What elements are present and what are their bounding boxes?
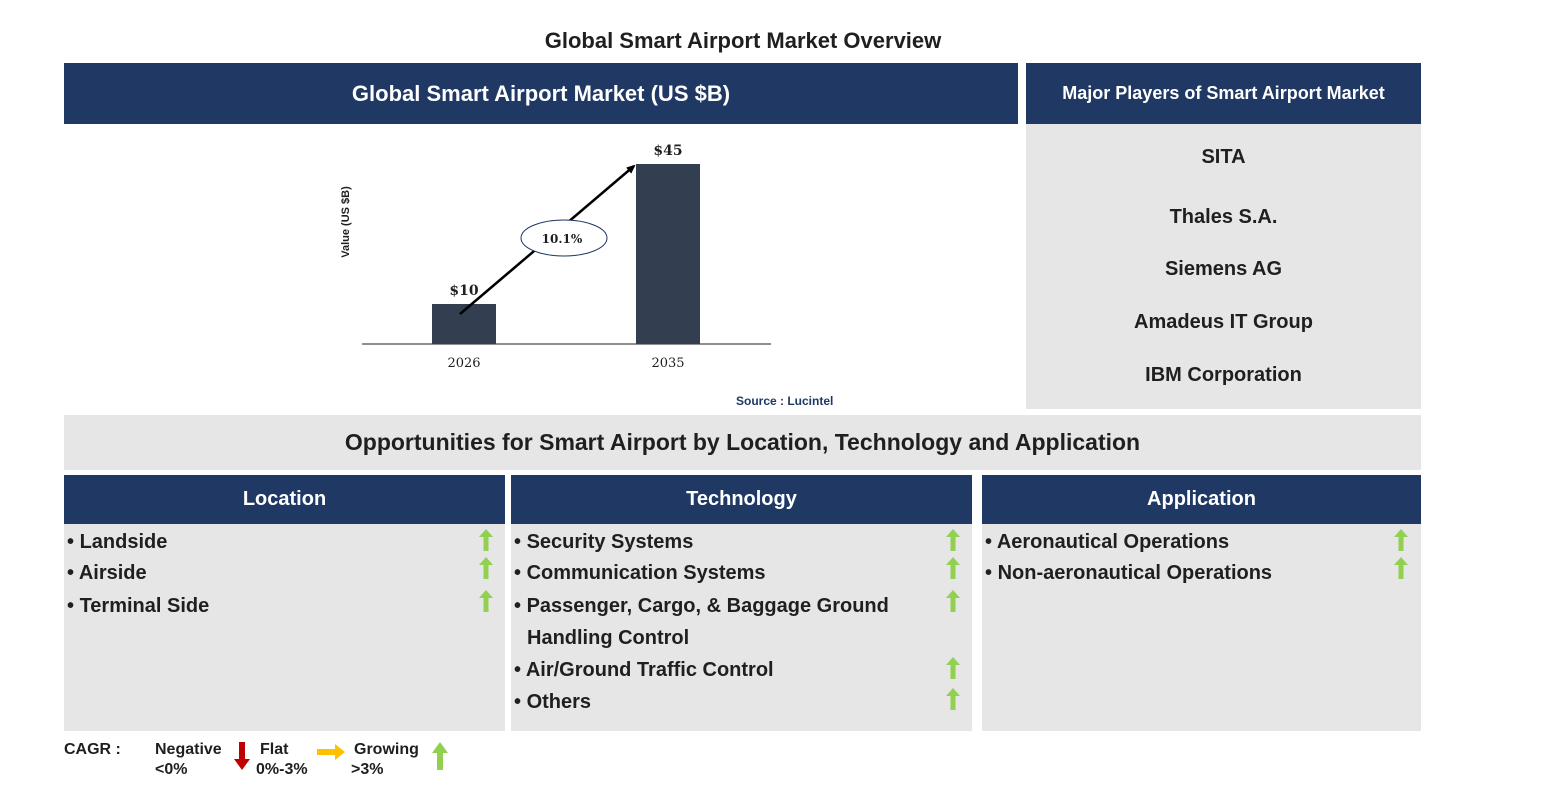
growing-arrow-icon xyxy=(946,590,960,612)
legend-flat-label: Flat xyxy=(260,741,289,758)
growing-arrow-icon xyxy=(946,557,960,579)
value-label-2035: $45 xyxy=(653,143,682,159)
application-item-non-aeronautical: • Non-aeronautical Operations xyxy=(985,562,1273,584)
player-amadeus: Amadeus IT Group xyxy=(1134,311,1313,333)
x-tick-2035: 2035 xyxy=(651,356,684,371)
legend-growing-label: Growing xyxy=(354,741,419,758)
location-header: Location xyxy=(64,475,505,524)
legend-cagr-label: CAGR : xyxy=(64,741,121,758)
bar-2035 xyxy=(636,164,700,344)
source-note: Source : Lucintel xyxy=(736,394,834,408)
market-chart-header: Global Smart Airport Market (US $B) xyxy=(64,63,1018,124)
location-item-terminal-side: • Terminal Side xyxy=(67,595,210,617)
player-ibm: IBM Corporation xyxy=(1145,364,1302,386)
x-tick-2026: 2026 xyxy=(447,356,480,371)
growing-arrow-icon xyxy=(1394,557,1408,579)
growing-arrow-icon xyxy=(946,657,960,679)
location-item-airside: • Airside xyxy=(67,562,147,584)
location-panel: • Landside • Airside • Terminal Side xyxy=(64,524,505,731)
legend-negative-label: Negative xyxy=(155,741,222,758)
cagr-legend: CAGR : Negative <0% Flat 0%-3% Growing >… xyxy=(64,738,564,788)
technology-item-traffic-control: • Air/Ground Traffic Control xyxy=(514,659,774,681)
major-players-header: Major Players of Smart Airport Market xyxy=(1026,63,1421,124)
technology-header: Technology xyxy=(511,475,972,524)
opportunities-banner: Opportunities for Smart Airport by Locat… xyxy=(64,415,1421,470)
application-item-aeronautical: • Aeronautical Operations xyxy=(985,531,1230,553)
player-thales: Thales S.A. xyxy=(1169,206,1278,228)
cagr-label: 10.1% xyxy=(542,232,583,246)
market-bar-chart: Value (US $B) $10 $45 2026 2035 10.1% xyxy=(340,143,771,371)
legend-flat-range: 0%-3% xyxy=(256,761,308,778)
technology-item-communication-systems: • Communication Systems xyxy=(514,562,766,584)
negative-arrow-icon xyxy=(234,742,250,770)
growing-arrow-icon xyxy=(479,590,493,612)
cagr-ellipse xyxy=(520,219,608,257)
legend-growing-range: >3% xyxy=(351,761,384,778)
growing-arrow-icon xyxy=(479,557,493,579)
location-item-landside: • Landside xyxy=(67,531,168,553)
growing-arrow-icon xyxy=(946,529,960,551)
growing-arrow-icon xyxy=(1394,529,1408,551)
technology-item-ground-handling-control: • Passenger, Cargo, & Baggage Ground Hand… xyxy=(514,595,889,649)
major-players-panel: SITA Thales S.A. Siemens AG Amadeus IT G… xyxy=(1026,124,1421,409)
y-axis-label: Value (US $B) xyxy=(340,186,352,258)
page-title: Global Smart Airport Market Overview xyxy=(544,28,942,53)
flat-arrow-icon xyxy=(317,744,345,760)
technology-item-others: • Others xyxy=(514,691,592,713)
player-siemens: Siemens AG xyxy=(1164,258,1283,280)
player-sita: SITA xyxy=(1201,146,1246,168)
application-panel: • Aeronautical Operations • Non-aeronaut… xyxy=(982,524,1421,731)
value-label-2026: $10 xyxy=(449,283,478,299)
technology-item-security-systems: • Security Systems xyxy=(514,531,694,553)
legend-negative-range: <0% xyxy=(155,761,188,778)
application-header: Application xyxy=(982,475,1421,524)
growing-arrow-icon xyxy=(946,688,960,710)
technology-panel: • Security Systems • Communication Syste… xyxy=(511,524,972,731)
growing-arrow-icon xyxy=(432,742,448,770)
growing-arrow-icon xyxy=(479,529,493,551)
